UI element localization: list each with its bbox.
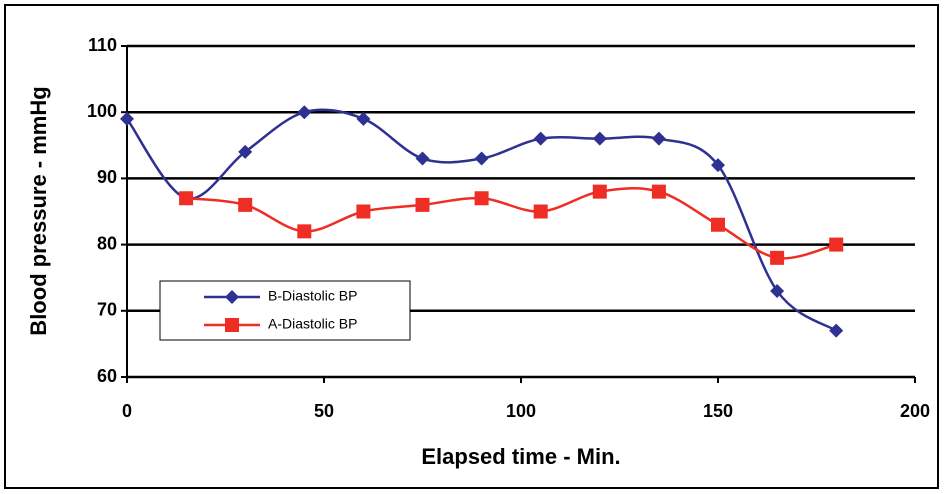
marker — [592, 184, 607, 199]
marker — [711, 217, 725, 232]
y-tick-label: 80 — [97, 233, 117, 253]
marker — [533, 204, 548, 219]
marker — [829, 237, 844, 252]
marker — [179, 191, 194, 206]
y-tick-label: 110 — [88, 35, 117, 55]
marker — [770, 250, 785, 265]
legend — [159, 280, 411, 341]
legend-label: B-Diastolic BP — [268, 288, 357, 304]
marker — [592, 131, 607, 146]
marker — [225, 290, 239, 304]
marker — [651, 184, 666, 199]
marker — [356, 204, 371, 219]
x-tick-label: 100 — [506, 401, 536, 421]
y-tick-label: 70 — [97, 300, 117, 320]
y-tick-label: 90 — [97, 167, 117, 187]
x-tick-label: 0 — [122, 401, 132, 421]
y-tick-label: 100 — [87, 101, 117, 121]
marker — [356, 111, 371, 126]
marker — [225, 318, 239, 332]
y-axis-title: Blood pressure - mmHg — [26, 86, 51, 335]
marker — [297, 224, 312, 239]
marker — [415, 151, 430, 166]
marker — [711, 158, 725, 173]
x-axis-title: Elapsed time - Min. — [421, 444, 620, 469]
marker — [238, 144, 253, 159]
marker — [415, 197, 430, 212]
marker — [238, 197, 253, 212]
marker — [533, 131, 548, 146]
marker — [829, 323, 844, 338]
y-tick-label: 60 — [97, 366, 117, 386]
x-tick-label: 200 — [900, 401, 930, 421]
x-tick-label: 50 — [314, 401, 334, 421]
marker — [651, 131, 666, 146]
marker — [770, 283, 785, 298]
marker — [474, 191, 489, 206]
marker — [297, 105, 312, 120]
legend-label: A-Diastolic BP — [268, 316, 357, 332]
chart-border — [4, 4, 939, 489]
marker — [474, 151, 489, 166]
x-tick-label: 150 — [703, 401, 733, 421]
marker — [120, 111, 134, 126]
